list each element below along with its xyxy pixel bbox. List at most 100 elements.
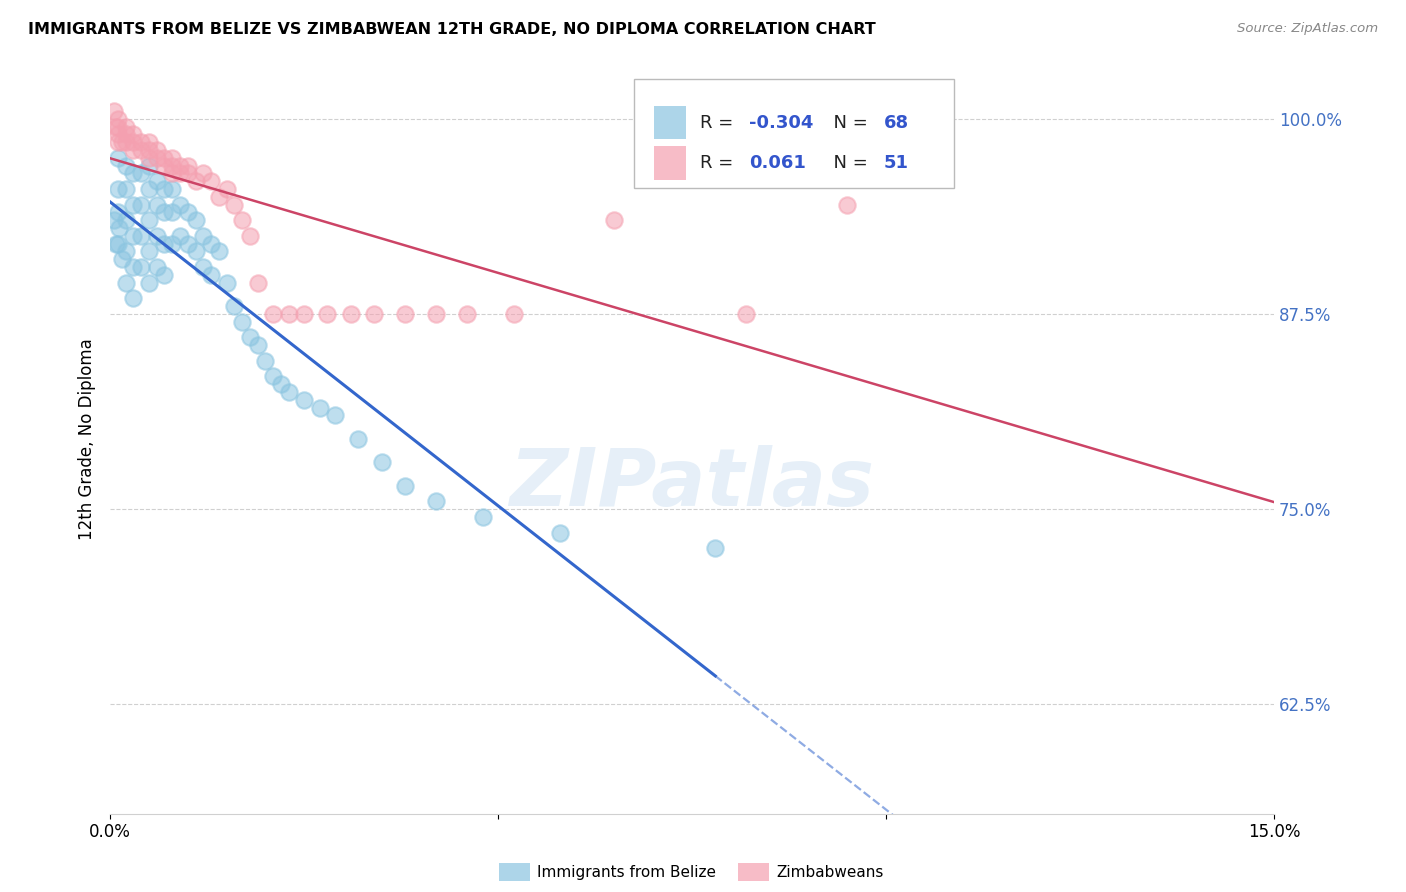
Point: [114, 159, 136, 173]
Point: [138, 135, 160, 149]
Point: [153, 236, 176, 251]
Point: [456, 307, 478, 321]
Point: [160, 182, 183, 196]
Point: [122, 135, 145, 149]
Point: [114, 128, 136, 142]
Point: [138, 182, 160, 196]
Point: [224, 299, 246, 313]
Point: [200, 268, 222, 282]
Point: [177, 236, 200, 251]
Text: 68: 68: [884, 113, 910, 131]
Bar: [654, 146, 686, 180]
Point: [160, 166, 183, 180]
Point: [323, 409, 346, 423]
Point: [107, 151, 129, 165]
Point: [208, 244, 231, 259]
Point: [169, 197, 191, 211]
Point: [105, 236, 128, 251]
Point: [160, 236, 183, 251]
Point: [129, 166, 152, 180]
Point: [145, 260, 167, 274]
Point: [153, 268, 176, 282]
Point: [425, 494, 447, 508]
Point: [363, 307, 385, 321]
Point: [129, 135, 152, 149]
Point: [246, 276, 269, 290]
Point: [122, 166, 145, 180]
Point: [138, 213, 160, 227]
Point: [231, 213, 253, 227]
Point: [114, 213, 136, 227]
Point: [114, 276, 136, 290]
Text: Source: ZipAtlas.com: Source: ZipAtlas.com: [1237, 22, 1378, 36]
Text: N =: N =: [823, 154, 875, 172]
Text: 0.061: 0.061: [749, 154, 806, 172]
Point: [292, 307, 315, 321]
Text: ZIPatlas: ZIPatlas: [509, 445, 875, 523]
Point: [704, 541, 727, 556]
Point: [277, 384, 299, 399]
Text: Immigrants from Belize: Immigrants from Belize: [537, 865, 716, 880]
Point: [122, 260, 145, 274]
Point: [114, 244, 136, 259]
Point: [239, 330, 262, 344]
Point: [394, 478, 416, 492]
Point: [208, 190, 231, 204]
Point: [129, 260, 152, 274]
Point: [103, 103, 125, 118]
Text: R =: R =: [700, 154, 745, 172]
Point: [107, 112, 129, 126]
Point: [316, 307, 339, 321]
Point: [215, 276, 238, 290]
Point: [145, 151, 167, 165]
Point: [107, 236, 129, 251]
Point: [239, 228, 262, 243]
Point: [837, 197, 859, 211]
Point: [122, 228, 145, 243]
Point: [394, 307, 416, 321]
Y-axis label: 12th Grade, No Diploma: 12th Grade, No Diploma: [79, 338, 96, 540]
Point: [111, 252, 134, 267]
Point: [370, 455, 392, 469]
Point: [184, 174, 207, 188]
Point: [129, 143, 152, 157]
Point: [103, 213, 125, 227]
Point: [262, 369, 284, 384]
Point: [160, 205, 183, 219]
Point: [114, 135, 136, 149]
Point: [145, 228, 167, 243]
Point: [107, 120, 129, 134]
Point: [262, 307, 284, 321]
Point: [114, 120, 136, 134]
Point: [153, 159, 176, 173]
Point: [502, 307, 524, 321]
Point: [169, 166, 191, 180]
Point: [471, 509, 494, 524]
Point: [122, 143, 145, 157]
Point: [224, 197, 246, 211]
Point: [129, 197, 152, 211]
Text: IMMIGRANTS FROM BELIZE VS ZIMBABWEAN 12TH GRADE, NO DIPLOMA CORRELATION CHART: IMMIGRANTS FROM BELIZE VS ZIMBABWEAN 12T…: [28, 22, 876, 37]
Point: [184, 244, 207, 259]
Point: [603, 213, 626, 227]
Point: [129, 228, 152, 243]
Text: N =: N =: [823, 113, 875, 131]
Point: [215, 182, 238, 196]
Point: [138, 151, 160, 165]
Point: [153, 182, 176, 196]
Point: [200, 236, 222, 251]
Point: [735, 307, 758, 321]
Point: [153, 151, 176, 165]
Point: [138, 276, 160, 290]
Point: [122, 197, 145, 211]
Point: [177, 166, 200, 180]
Point: [254, 353, 277, 368]
Point: [107, 135, 129, 149]
Point: [107, 128, 129, 142]
Text: -0.304: -0.304: [749, 113, 814, 131]
Point: [270, 377, 292, 392]
Point: [246, 338, 269, 352]
Point: [169, 228, 191, 243]
Point: [193, 260, 215, 274]
Point: [347, 432, 370, 446]
